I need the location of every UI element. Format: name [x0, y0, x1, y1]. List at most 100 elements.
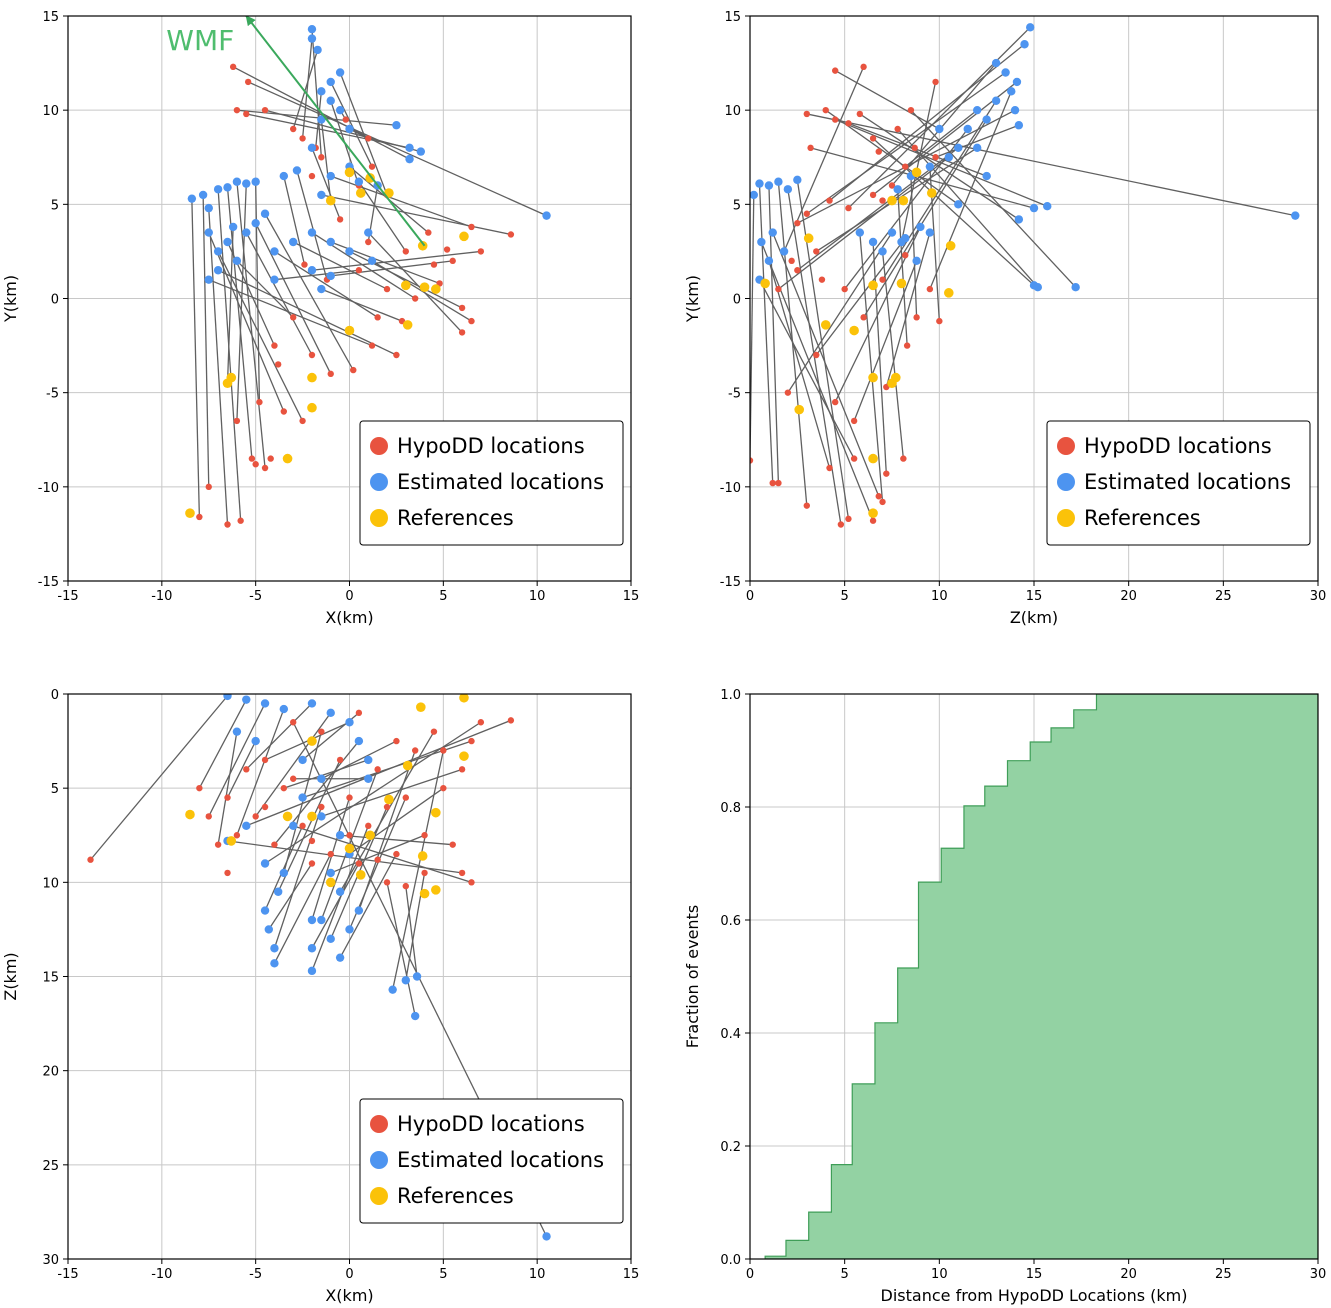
hypodd-point — [803, 502, 810, 509]
estimated-point — [242, 821, 251, 831]
hypodd-point — [788, 257, 795, 265]
reference-point — [820, 320, 831, 330]
hypodd-point — [327, 850, 334, 858]
hypodd-point — [826, 464, 833, 472]
hypodd-point — [468, 879, 475, 886]
connector-line — [885, 232, 931, 388]
connector-line — [321, 288, 403, 322]
reference-point — [282, 453, 293, 464]
hypodd-point — [196, 784, 203, 792]
reference-point — [365, 173, 375, 183]
y-tick-label: -15 — [38, 575, 59, 590]
reference-point — [898, 195, 909, 206]
hypodd-point — [261, 756, 269, 764]
hypodd-point — [368, 342, 376, 349]
series-reference — [185, 694, 469, 899]
reference-point — [344, 843, 355, 854]
estimated-point — [364, 774, 373, 783]
hypodd-point — [383, 803, 391, 811]
hypodd-point — [280, 784, 288, 792]
x-tick-label: 15 — [623, 589, 640, 604]
hypodd-point — [832, 398, 839, 406]
hypodd-point — [346, 794, 353, 801]
connector-line — [255, 222, 332, 375]
hypodd-point — [383, 879, 391, 886]
legend-label-reference: References — [397, 1184, 514, 1208]
hypodd-point — [902, 251, 909, 259]
estimated-point — [313, 45, 322, 55]
estimated-point — [410, 1011, 420, 1021]
legend-label-hypodd: HypoDD locations — [397, 434, 585, 458]
ticks: 0 5 10 15 20 25 30 0.0 0.2 0.4 0.6 0.8 1.0 — [720, 688, 1326, 1282]
reference-point — [307, 402, 317, 413]
reference-point — [431, 807, 441, 818]
connector-line — [778, 156, 950, 290]
legend: HypoDD locations Estimated locations Refer… — [1046, 420, 1311, 546]
estimated-point — [1014, 215, 1024, 224]
hypodd-point — [440, 784, 447, 792]
estimated-point — [335, 887, 345, 896]
hypodd-point — [308, 172, 316, 180]
connector-line — [198, 699, 247, 789]
hypodd-point — [87, 856, 94, 863]
hypodd-point — [822, 106, 829, 114]
reference-point — [344, 325, 355, 336]
hypodd-point — [845, 204, 852, 212]
x-axis-label: X(km) — [325, 1286, 373, 1305]
hypodd-point — [261, 803, 269, 811]
hypodd-point — [468, 737, 475, 745]
estimated-point — [963, 124, 972, 134]
x-tick-label: 15 — [623, 1267, 640, 1282]
hypodd-point — [879, 197, 886, 204]
x-axis-label: Z(km) — [1010, 608, 1058, 627]
y-tick-label: 0 — [51, 293, 59, 308]
legend-marker-estimated — [370, 1151, 388, 1169]
connector-line — [283, 175, 306, 265]
hypodd-point — [393, 850, 400, 858]
hypodd-point — [267, 455, 274, 462]
legend-label-reference: References — [397, 506, 514, 530]
x-tick-label: 0 — [345, 1267, 353, 1282]
hypodd-point — [261, 106, 269, 114]
connector-line — [217, 251, 304, 422]
hypodd-point — [869, 191, 877, 199]
estimated-point — [364, 228, 373, 237]
reference-point — [307, 372, 317, 383]
connector-line — [296, 170, 328, 280]
hypodd-point — [900, 455, 907, 462]
legend-box — [1046, 420, 1311, 546]
estimated-point — [298, 755, 307, 765]
x-tick-label: 30 — [1310, 1267, 1327, 1282]
x-tick-label: 25 — [1215, 1267, 1232, 1282]
estimated-point — [1007, 87, 1016, 96]
estimated-point — [1033, 283, 1042, 292]
y-axis-label: Z(km) — [1, 952, 20, 1000]
estimated-point — [354, 177, 364, 186]
hypodd-point — [308, 837, 316, 845]
x-tick-label: 10 — [529, 589, 546, 604]
estimated-point — [793, 175, 802, 185]
hypodd-point — [374, 766, 381, 773]
reference-point — [185, 809, 195, 820]
y-tick-label: -5 — [46, 387, 59, 402]
hypodd-point — [274, 361, 282, 368]
estimated-point — [317, 812, 326, 821]
estimated-point — [260, 209, 270, 218]
connector-line — [255, 181, 261, 403]
panel-bottom-right: 0 5 10 15 20 25 30 0.0 0.2 0.4 0.6 0.8 1.0 Distance f… — [683, 688, 1326, 1305]
reference-point — [401, 280, 411, 291]
estimated-point — [354, 736, 364, 746]
estimated-point — [307, 266, 317, 275]
hypodd-point — [845, 515, 852, 523]
hypodd-point — [214, 841, 222, 848]
estimated-point — [935, 124, 944, 134]
hypodd-point — [229, 63, 237, 71]
estimated-point — [755, 179, 764, 188]
hypodd-point — [458, 869, 466, 877]
legend-box — [359, 1098, 624, 1224]
hypodd-point — [879, 498, 886, 506]
y-tick-label: 20 — [42, 1065, 59, 1080]
connector-line — [806, 71, 1006, 215]
legend-label-hypodd: HypoDD locations — [1084, 434, 1272, 458]
estimated-point — [228, 222, 238, 232]
